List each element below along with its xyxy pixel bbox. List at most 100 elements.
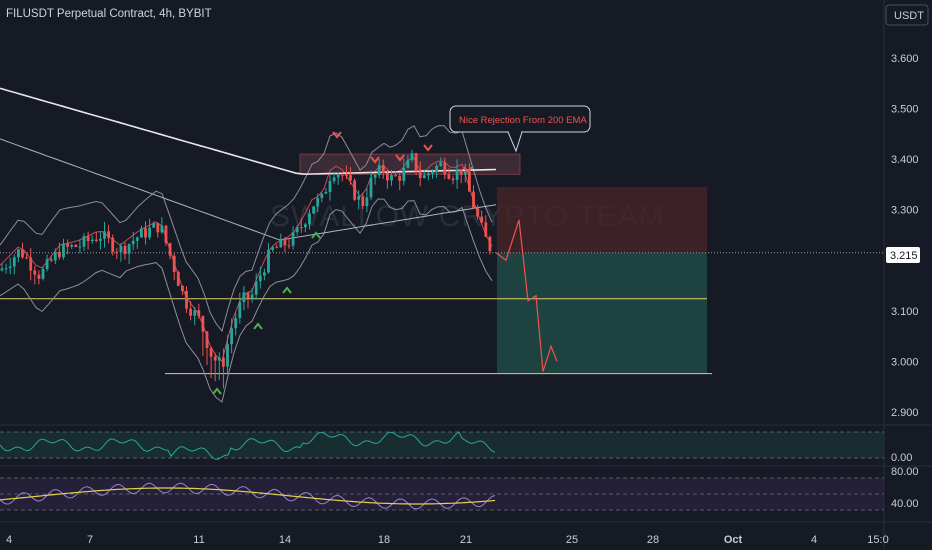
candle xyxy=(82,232,86,251)
candle xyxy=(168,242,172,260)
candle-body xyxy=(279,238,283,248)
bollinger-lower-band xyxy=(0,198,493,403)
price-tick-label: 3.000 xyxy=(891,356,919,368)
candle-body xyxy=(201,316,205,332)
candle xyxy=(386,169,389,189)
currency-button[interactable]: USDT xyxy=(885,4,929,26)
candle xyxy=(49,255,53,263)
candle-body xyxy=(74,244,78,247)
candle-body xyxy=(349,175,352,181)
candle xyxy=(131,231,135,251)
candle-body xyxy=(369,177,373,198)
candle xyxy=(70,243,74,249)
candle-body xyxy=(152,223,156,228)
candle-body xyxy=(406,159,410,168)
candle xyxy=(123,242,127,260)
candle xyxy=(12,254,16,275)
candle xyxy=(267,243,270,274)
candle-body xyxy=(119,245,123,253)
candle-body xyxy=(217,357,221,361)
candle-body xyxy=(4,268,8,270)
candle-body xyxy=(53,251,57,261)
candle-body xyxy=(209,347,213,357)
candle-body xyxy=(0,268,4,271)
candle xyxy=(357,190,361,210)
candle-body xyxy=(398,175,402,181)
candle xyxy=(197,303,201,319)
candle-body xyxy=(78,246,82,248)
candle xyxy=(439,157,443,167)
candle xyxy=(181,285,184,296)
candle xyxy=(185,286,188,313)
time-tick-label: 7 xyxy=(87,534,93,546)
candle-body xyxy=(267,249,270,273)
candle xyxy=(410,149,414,163)
price-tick-label: 3.100 xyxy=(891,306,919,318)
candle xyxy=(480,210,484,224)
candle xyxy=(164,225,168,247)
candle xyxy=(25,252,28,260)
candle xyxy=(226,335,229,374)
candle xyxy=(271,245,274,252)
candle-body xyxy=(181,285,184,291)
candle-body xyxy=(345,174,348,176)
candle-body xyxy=(386,173,389,181)
buy-signal-marker xyxy=(311,231,321,239)
candle xyxy=(0,262,4,272)
candle xyxy=(74,243,78,248)
candle xyxy=(476,204,479,220)
candle-body xyxy=(99,238,102,241)
candle-body xyxy=(246,292,250,299)
candle-body xyxy=(468,172,471,192)
candle xyxy=(304,222,307,233)
candle-body xyxy=(258,275,262,282)
candle xyxy=(33,266,37,285)
candle-body xyxy=(66,243,69,247)
candle-body xyxy=(25,257,28,259)
oscillator-1-tick: 0.00 xyxy=(891,452,912,464)
buy-signal-marker xyxy=(282,286,292,294)
candle-body xyxy=(435,165,438,172)
candle-body xyxy=(37,274,41,279)
candle-body xyxy=(12,257,16,267)
candle-body xyxy=(439,162,443,166)
candle xyxy=(455,159,459,189)
time-tick-label: 28 xyxy=(647,534,659,546)
stop-loss-zone xyxy=(497,186,707,253)
candle-body xyxy=(140,228,143,238)
candle-body xyxy=(402,167,406,181)
annotation-text: Nice Rejection From 200 EMA xyxy=(459,115,587,126)
candle-body xyxy=(463,172,467,175)
candle-body xyxy=(29,257,33,271)
candle-body xyxy=(193,310,197,316)
sell-signal-marker xyxy=(423,144,433,152)
candle xyxy=(17,248,20,263)
candle-body xyxy=(455,169,459,181)
sell-signal-marker xyxy=(370,156,380,164)
candle xyxy=(144,221,147,245)
candle xyxy=(148,218,151,240)
current-price-label: 3.215 xyxy=(890,250,918,262)
candle-body xyxy=(242,292,246,302)
candle xyxy=(443,157,447,180)
candle xyxy=(156,222,160,238)
candle-body xyxy=(123,245,127,254)
price-tick-label: 3.500 xyxy=(891,104,919,116)
candle-body xyxy=(86,236,90,242)
take-profit-zone xyxy=(497,252,707,374)
candle-body xyxy=(353,180,356,200)
candle-body xyxy=(254,281,258,295)
candle-body xyxy=(418,171,422,179)
candle-body xyxy=(422,175,426,179)
price-tick-label: 3.400 xyxy=(891,154,919,166)
current-price-badge: 3.215 xyxy=(886,247,920,263)
candle xyxy=(86,231,90,250)
candle xyxy=(373,173,377,185)
oscillator-2-signal xyxy=(0,487,496,505)
candle xyxy=(390,169,393,186)
candle xyxy=(8,257,12,275)
candle xyxy=(287,237,291,249)
candle xyxy=(435,163,438,178)
candle xyxy=(250,288,254,303)
